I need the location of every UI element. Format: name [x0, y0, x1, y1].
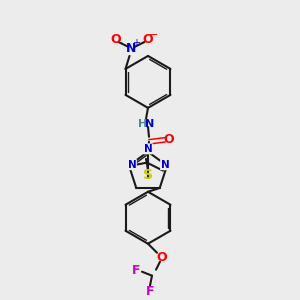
- Text: +: +: [133, 38, 140, 48]
- Text: O: O: [164, 133, 174, 146]
- Text: N: N: [144, 144, 152, 154]
- Text: S: S: [143, 168, 153, 182]
- Text: N: N: [128, 160, 136, 170]
- Text: O: O: [110, 34, 121, 46]
- Text: F: F: [132, 264, 140, 277]
- Text: N: N: [146, 119, 154, 129]
- Text: N: N: [126, 42, 137, 56]
- Text: −: −: [149, 30, 158, 40]
- Text: F: F: [146, 285, 154, 298]
- Text: O: O: [142, 34, 153, 46]
- Text: O: O: [157, 251, 167, 264]
- Text: H: H: [138, 119, 148, 129]
- Text: N: N: [160, 160, 169, 170]
